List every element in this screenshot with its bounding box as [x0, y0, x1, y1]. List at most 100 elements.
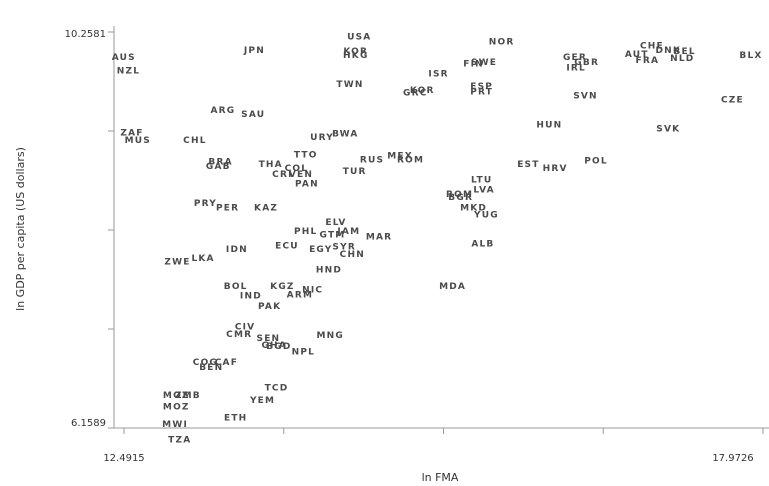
- point-label-tur: TUR: [343, 167, 367, 177]
- point-label-bra: BRA: [208, 157, 232, 167]
- point-label-usa: USA: [347, 33, 371, 43]
- point-label-egy: EGY: [309, 245, 332, 255]
- point-label-civ: CIV: [235, 323, 256, 333]
- point-label-kor: KOR: [343, 47, 368, 57]
- point-label-per: PER: [216, 204, 239, 214]
- point-label-moz: MOZ: [163, 403, 190, 413]
- point-label-svk: SVK: [656, 124, 680, 134]
- point-label-hun: HUN: [536, 121, 562, 131]
- y-tick-label-max: 10.2581: [65, 29, 106, 40]
- point-label-hrv: HRV: [543, 164, 568, 174]
- point-label-mda: MDA: [439, 282, 466, 292]
- point-label-rom: ROM: [397, 155, 424, 165]
- point-label-nic: NIC: [302, 286, 323, 296]
- point-label-hnd: HND: [316, 266, 342, 276]
- point-label-moz: MOZ: [163, 391, 190, 401]
- point-label-pry: PRY: [194, 199, 217, 209]
- point-label-est: EST: [517, 160, 539, 170]
- point-label-chn: CHN: [340, 250, 365, 260]
- point-label-mus: MUS: [125, 136, 151, 146]
- point-label-alb: ALB: [471, 239, 494, 249]
- point-label-bwa: BWA: [332, 129, 358, 139]
- point-label-lka: LKA: [191, 254, 214, 264]
- point-label-pak: PAK: [258, 302, 281, 312]
- point-label-bgr: BGR: [448, 193, 473, 203]
- point-label-kgz: KGZ: [270, 282, 295, 292]
- point-label-tha: THA: [259, 160, 283, 170]
- point-label-ltu: LTU: [471, 176, 492, 186]
- x-tick-label-min: 12.4915: [103, 453, 144, 464]
- point-label-twn: TWN: [336, 80, 363, 90]
- point-label-dnk: DNK: [656, 46, 682, 56]
- point-label-nld: NLD: [670, 54, 694, 64]
- point-label-phl: PHL: [294, 227, 317, 237]
- point-label-aut: AUT: [625, 50, 649, 60]
- point-label-ind: IND: [240, 292, 262, 302]
- point-label-bel: BEL: [673, 47, 695, 57]
- y-axis-title: ln GDP per capita (US dollars): [14, 147, 27, 311]
- point-label-lva: LVA: [473, 185, 494, 195]
- point-label-hkg: HKG: [343, 51, 369, 61]
- point-label-pol: POL: [584, 156, 608, 166]
- point-label-ger: GER: [563, 53, 587, 63]
- point-label-gtm: GTM: [320, 231, 346, 241]
- point-label-zwe: ZWE: [164, 258, 190, 268]
- point-label-cmr: CMR: [226, 330, 252, 340]
- point-label-arm: ARM: [287, 291, 313, 301]
- point-label-blx: BLX: [739, 51, 762, 61]
- point-label-zmb: ZMB: [175, 391, 201, 401]
- point-label-prt: PRT: [470, 88, 493, 98]
- point-label-grc: GRC: [403, 89, 428, 99]
- point-label-sau: SAU: [241, 110, 265, 120]
- point-label-npl: NPL: [292, 348, 315, 358]
- point-label-ecu: ECU: [275, 241, 299, 251]
- point-label-gbr: GBR: [574, 58, 599, 68]
- point-label-cze: CZE: [721, 95, 744, 105]
- point-label-yug: YUG: [473, 210, 499, 220]
- y-ticks: [108, 31, 114, 429]
- point-label-nzl: NZL: [117, 67, 140, 77]
- point-label-pan: PAN: [295, 180, 319, 190]
- point-label-ury: URY: [310, 133, 334, 143]
- point-label-gha: GHA: [261, 341, 287, 351]
- point-label-mng: MNG: [316, 331, 343, 341]
- point-label-mex: MEX: [387, 152, 413, 162]
- point-label-tza: TZA: [168, 436, 191, 446]
- point-label-yem: YEM: [249, 396, 275, 406]
- point-label-rus: RUS: [360, 155, 384, 165]
- point-label-sen: SEN: [257, 334, 281, 344]
- y-tick-label-min: 6.1589: [71, 418, 106, 429]
- point-label-mkd: MKD: [460, 204, 487, 214]
- point-label-svn: SVN: [573, 92, 598, 102]
- point-label-ben: BEN: [199, 363, 223, 373]
- point-label-irl: IRL: [566, 64, 586, 74]
- point-label-fin: FIN: [463, 60, 484, 70]
- point-label-nor: NOR: [489, 38, 515, 48]
- point-label-cog: COG: [193, 358, 218, 368]
- point-label-bgd: BGD: [266, 342, 291, 352]
- x-ticks: [123, 428, 764, 434]
- point-label-chl: CHL: [183, 136, 206, 146]
- point-label-kor: KOR: [410, 86, 435, 96]
- point-label-rom: ROM: [446, 190, 473, 200]
- point-label-che: CHE: [640, 41, 664, 51]
- x-axis-title: ln FMA: [422, 471, 459, 484]
- point-label-gab: GAB: [206, 162, 231, 172]
- point-label-ven: VEN: [289, 170, 313, 180]
- point-label-mar: MAR: [366, 233, 392, 243]
- point-label-tcd: TCD: [265, 383, 289, 393]
- point-label-kaz: KAZ: [254, 204, 278, 214]
- point-label-col: COL: [285, 164, 309, 174]
- point-label-esp: ESP: [470, 82, 493, 92]
- data-points: USAJPNAUSNZLKORHKGTWNNORFINSWEISRESPPRTK…: [112, 33, 762, 446]
- point-label-zaf: ZAF: [120, 128, 143, 138]
- point-label-fra: FRA: [635, 56, 659, 66]
- point-label-jam: JAM: [336, 227, 360, 237]
- point-label-caf: CAF: [215, 358, 238, 368]
- point-label-aus: AUS: [112, 53, 136, 63]
- point-label-swe: SWE: [471, 58, 497, 68]
- point-label-jpn: JPN: [243, 46, 265, 56]
- point-label-mwi: MWI: [162, 420, 188, 430]
- x-tick-label-max: 17.9726: [712, 453, 753, 464]
